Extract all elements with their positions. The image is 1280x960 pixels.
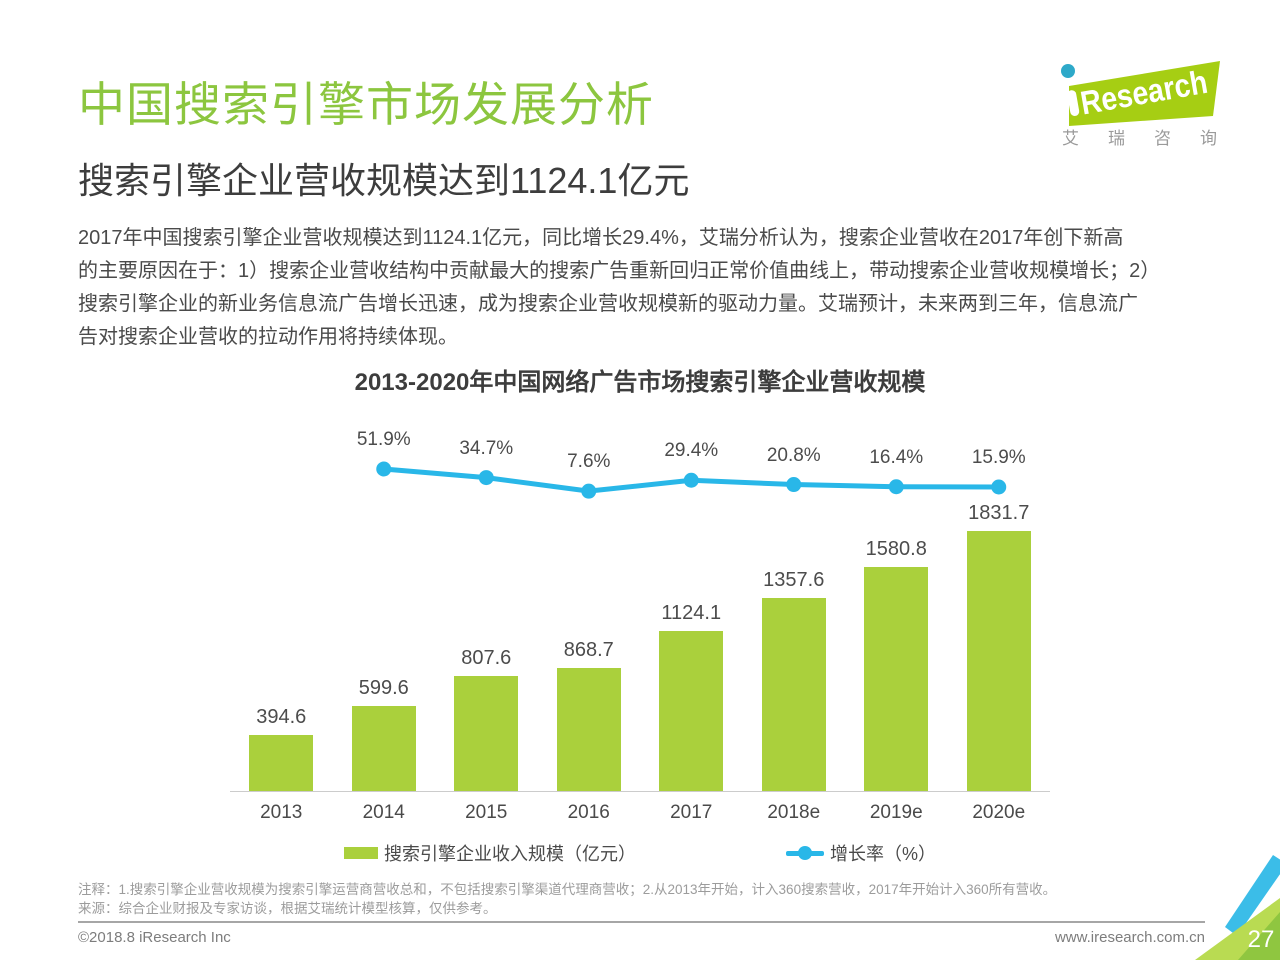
legend-line-marker [785, 846, 824, 860]
legend-line-dot [797, 846, 812, 860]
logo-i-stem [1067, 90, 1080, 116]
footnote-source: 来源：综合企业财报及专家访谈，根据艾瑞统计模型核算，仅供参考。 [78, 901, 497, 916]
x-axis-label: 2013 [260, 802, 303, 823]
legend-item-growth: 增长率（%） [785, 840, 936, 866]
bar [454, 676, 519, 791]
growth-rate-label: 7.6% [567, 451, 611, 473]
bar [659, 631, 724, 791]
page-subtitle: 搜索引擎企业营收规模达到1124.1亿元 [78, 160, 690, 201]
growth-rate-label: 20.8% [766, 444, 821, 466]
x-axis-label: 2015 [465, 802, 508, 823]
bar-value-label: 868.7 [563, 639, 614, 661]
bar-column: 394.6 [230, 420, 333, 791]
corner-decoration: 27 [1195, 855, 1280, 960]
growth-point [683, 472, 699, 488]
growth-line-svg [376, 461, 1007, 499]
logo-green-shape [1069, 61, 1220, 126]
growth-rate-label: 51.9% [356, 429, 411, 450]
bar-column: 1831.7 [948, 420, 1051, 791]
growth-rate-label: 15.9% [971, 447, 1026, 468]
logo-i-dot [1061, 64, 1075, 78]
website-url: www.iresearch.com.cn [1054, 929, 1205, 946]
bar [966, 531, 1031, 791]
iresearch-logo: Research [1055, 58, 1225, 128]
chart-legend: 搜索引擎企业收入规模（亿元） 增长率（%） [230, 840, 1050, 866]
x-axis-label: 2016 [567, 802, 610, 823]
bar-column: 807.6 [435, 420, 538, 791]
bar-value-label: 807.6 [461, 647, 512, 669]
bar [351, 706, 416, 791]
x-axis-row: 2013 2014 2015 2016 2017 2018e 2019e 2020e [230, 802, 1050, 824]
growth-point [581, 483, 597, 499]
growth-rate-label: 34.7% [459, 437, 514, 459]
body-line: 2017年中国搜索引擎企业营收规模达到1124.1亿元，同比增长29.4%，艾瑞… [78, 227, 1124, 249]
bar-column: 1124.1 [640, 420, 743, 791]
copyright-text: ©2018.8 iResearch Inc [78, 929, 231, 946]
growth-point [478, 470, 494, 486]
x-axis-label: 2019e [869, 802, 923, 823]
footer-divider [78, 921, 1205, 923]
legend-item-revenue: 搜索引擎企业收入规模（亿元） [343, 840, 636, 866]
bar-value-label: 1580.8 [865, 538, 927, 560]
logo-graphic: Research [1061, 61, 1220, 126]
footnotes: 注释：1.搜索引擎企业营收规模为搜索引擎运营商营收总和，不包括搜索引擎渠道代理商… [78, 880, 1188, 918]
bar-column: 1580.8 [845, 420, 948, 791]
corner-graphic: 27 [1195, 855, 1280, 960]
bar-column: 868.7 [538, 420, 641, 791]
x-axis-label: 2014 [362, 802, 405, 823]
x-axis-label: 2017 [670, 802, 713, 823]
bar [761, 598, 826, 791]
bar [864, 567, 929, 791]
growth-rate-label: 16.4% [869, 446, 924, 468]
bar-value-label: 1831.7 [968, 502, 1030, 524]
bar-value-label: 1124.1 [661, 602, 722, 624]
page-title: 中国搜索引擎市场发展分析 [78, 78, 654, 131]
bar [556, 668, 621, 791]
bar-value-label: 1357.6 [763, 569, 825, 591]
body-line: 告对搜索企业营收的拉动作用将持续体现。 [78, 326, 458, 348]
bar-column: 599.6 [333, 420, 436, 791]
footnote-note: 注释：1.搜索引擎企业营收规模为搜索引擎运营商营收总和，不包括搜索引擎渠道代理商… [78, 882, 1057, 897]
bar-value-label: 394.6 [256, 706, 307, 728]
bars-row: 394.6 599.6 807.6 868.7 1124.1 1357.6 1580.8 18… [230, 420, 1050, 791]
bar-value-label: 599.6 [358, 677, 409, 699]
chart: 394.6 599.6 807.6 868.7 1124.1 1357.6 1580.8 18… [230, 420, 1050, 866]
legend-revenue-label: 搜索引擎企业收入规模（亿元） [383, 844, 636, 864]
growth-point [991, 479, 1007, 495]
legend-growth-label: 增长率（%） [829, 844, 936, 864]
growth-point [786, 477, 802, 493]
bar [249, 735, 314, 791]
x-axis-label: 2018e [767, 802, 821, 823]
logo-caption: 艾瑞咨询 [1062, 129, 1246, 148]
body-paragraph: 2017年中国搜索引擎企业营收规模达到1124.1亿元，同比增长29.4%，艾瑞… [78, 222, 1228, 354]
corner-cyan-ribbon [1225, 855, 1280, 936]
chart-title: 2013-2020年中国网络广告市场搜索引擎企业营收规模 [354, 369, 926, 396]
x-axis-label: 2020e [972, 802, 1026, 823]
growth-rate-label: 29.4% [664, 440, 719, 462]
page-number: 27 [1248, 926, 1275, 953]
bar-column: 1357.6 [743, 420, 846, 791]
growth-point [376, 461, 392, 477]
body-line: 的主要原因在于：1）搜索企业营收结构中贡献最大的搜索广告重新回归正常价值曲线上，… [78, 260, 1161, 282]
legend-bar-swatch [343, 847, 378, 859]
growth-point [888, 479, 904, 495]
x-axis-line [230, 791, 1050, 792]
chart-plot: 394.6 599.6 807.6 868.7 1124.1 1357.6 1580.8 18… [230, 420, 1050, 791]
body-line: 搜索引擎企业的新业务信息流广告增长迅速，成为搜索企业营收规模新的驱动力量。艾瑞预… [78, 293, 1138, 315]
corner-dark-green-triangle [1238, 912, 1280, 960]
